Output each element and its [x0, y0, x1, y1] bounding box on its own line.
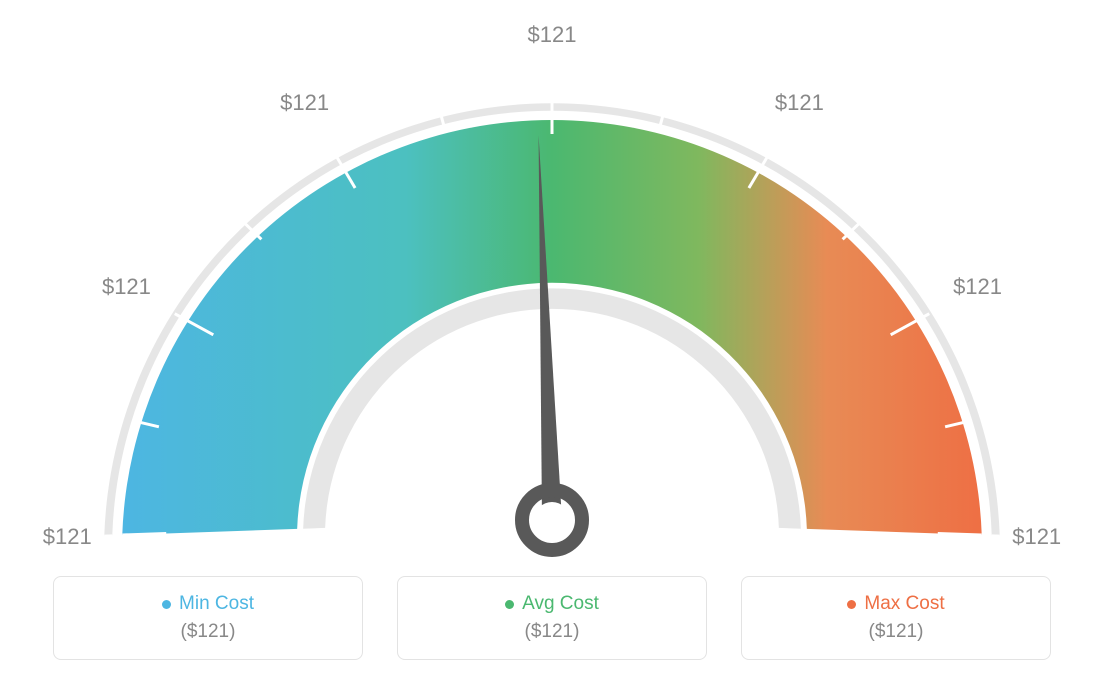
gauge-svg	[62, 50, 1042, 570]
gauge-tick-label: $121	[102, 274, 151, 300]
legend-value-min: ($121)	[181, 621, 236, 643]
legend-card-max: Max Cost ($121)	[741, 576, 1051, 660]
gauge-tick-label: $121	[528, 22, 577, 48]
legend-name-avg: Avg Cost	[522, 593, 599, 615]
legend-value-max: ($121)	[869, 621, 924, 643]
legend-name-max: Max Cost	[864, 593, 944, 615]
gauge-tick-label: $121	[953, 274, 1002, 300]
legend-dot-avg	[505, 600, 514, 609]
gauge-chart: $121 $121 $121 $121 $121 $121 $121	[0, 0, 1104, 560]
legend-value-avg: ($121)	[525, 621, 580, 643]
gauge-tick-label: $121	[1012, 524, 1061, 550]
legend-row: Min Cost ($121) Avg Cost ($121) Max Cost…	[53, 576, 1051, 660]
legend-card-min: Min Cost ($121)	[53, 576, 363, 660]
legend-dot-max	[847, 600, 856, 609]
legend-dot-min	[162, 600, 171, 609]
gauge-tick-label: $121	[43, 524, 92, 550]
legend-name-min: Min Cost	[179, 593, 254, 615]
gauge-tick-label: $121	[775, 90, 824, 116]
gauge-tick-label: $121	[280, 90, 329, 116]
legend-card-avg: Avg Cost ($121)	[397, 576, 707, 660]
